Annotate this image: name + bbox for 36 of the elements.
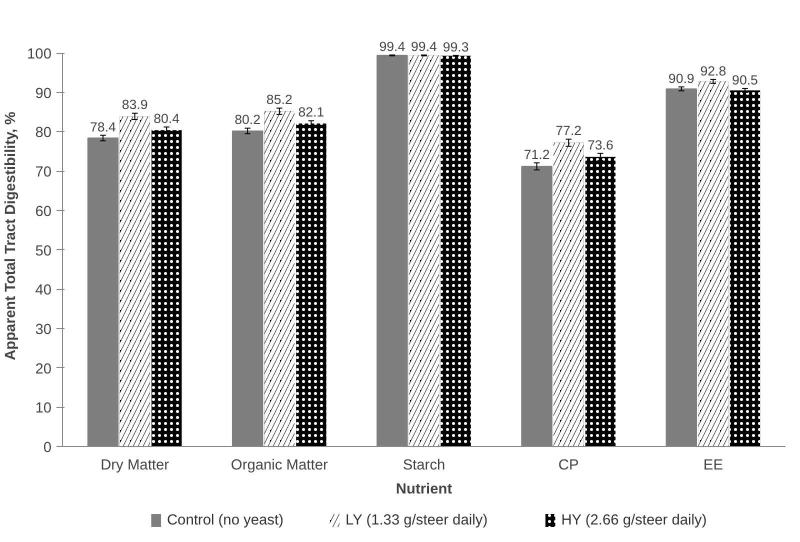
data-label: 90.9 [668, 70, 694, 86]
y-axis-title: Apparent Total Tract Digestibility, % [3, 112, 20, 360]
legend-label: LY (1.33 g/steer daily) [346, 512, 488, 528]
y-tick-label: 30 [35, 322, 52, 338]
data-label: 77.2 [556, 123, 582, 138]
y-tick-label: 20 [35, 361, 52, 378]
data-label: 92.8 [700, 63, 726, 78]
data-label: 99.4 [411, 39, 438, 54]
data-label: 80.2 [234, 112, 261, 128]
y-tick-label: 70 [35, 164, 52, 181]
y-tick-label: 10 [35, 400, 52, 417]
data-label: 78.4 [90, 119, 117, 134]
x-tick-label: CP [558, 458, 579, 474]
x-axis-title: Nutrient [396, 482, 452, 498]
legend-label: HY (2.66 g/steer daily) [561, 512, 707, 528]
y-tick-label: 50 [35, 243, 52, 260]
legend-label: Control (no yeast) [166, 512, 284, 528]
y-tick-label: 80 [35, 125, 52, 142]
x-tick-label: Dry Matter [100, 458, 170, 474]
y-tick-label: 0 [43, 440, 52, 456]
x-tick-label: EE [703, 458, 724, 474]
y-tick-label: 100 [27, 46, 52, 63]
data-label: 85.2 [266, 92, 292, 108]
data-label: 90.5 [732, 72, 758, 88]
data-label: 73.6 [587, 137, 614, 152]
data-label: 99.4 [379, 39, 406, 54]
y-tick-label: 60 [35, 204, 52, 220]
data-label: 71.2 [524, 146, 550, 162]
y-tick-label: 40 [35, 282, 52, 299]
x-tick-label: Organic Matter [230, 458, 328, 474]
data-label: 80.4 [154, 111, 180, 126]
y-tick-label: 90 [35, 86, 52, 102]
data-label: 82.1 [298, 104, 324, 120]
data-label: 83.9 [122, 97, 148, 112]
data-label: 99.3 [442, 39, 469, 54]
x-tick-label: Starch [402, 458, 446, 474]
